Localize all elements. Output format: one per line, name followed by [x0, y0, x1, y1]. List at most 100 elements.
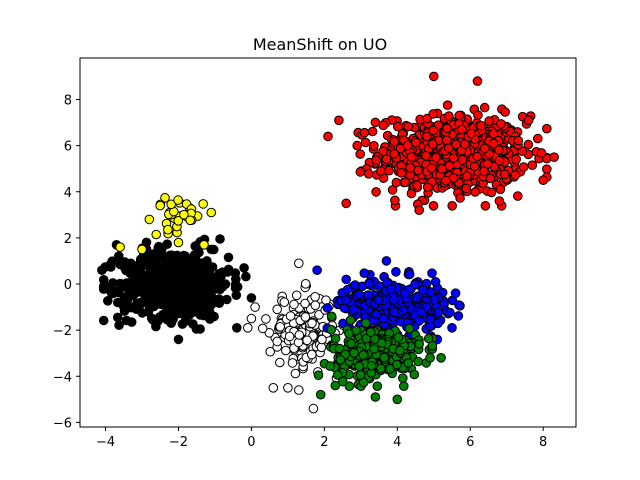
data-point: [294, 258, 304, 269]
data-point: [470, 187, 481, 197]
data-point: [466, 128, 477, 139]
data-point: [433, 307, 444, 317]
y-tick-label: 2: [64, 232, 72, 247]
data-point: [202, 256, 212, 266]
data-point: [460, 139, 470, 149]
data-point: [494, 155, 505, 166]
data-point: [372, 381, 383, 392]
data-point: [139, 287, 150, 297]
y-axis: −6 −4 −2 0 2 4 6 8: [53, 94, 80, 431]
data-point: [369, 141, 379, 151]
data-point: [450, 288, 461, 299]
data-point: [389, 294, 399, 305]
data-point: [180, 310, 190, 321]
data-point: [272, 304, 283, 315]
data-point: [510, 170, 521, 180]
data-point: [480, 143, 490, 154]
y-tick-label: 4: [64, 186, 72, 201]
data-point: [442, 123, 452, 134]
data-point: [378, 146, 388, 156]
data-point: [389, 307, 400, 317]
data-point: [272, 336, 283, 347]
data-point: [421, 151, 431, 161]
data-point: [381, 154, 392, 164]
data-point: [355, 167, 366, 177]
data-point: [250, 302, 260, 312]
data-point: [425, 314, 436, 325]
data-point: [433, 318, 443, 329]
data-point: [215, 234, 225, 244]
data-point: [189, 257, 200, 267]
data-point: [403, 358, 414, 368]
data-point: [511, 154, 522, 165]
data-point: [385, 364, 395, 374]
data-point: [300, 298, 310, 309]
data-point: [323, 131, 333, 142]
data-point: [241, 271, 251, 282]
data-point: [457, 124, 467, 135]
points-layer: [97, 71, 559, 414]
data-point: [313, 370, 324, 381]
data-point: [422, 182, 433, 192]
data-point: [142, 278, 152, 289]
data-point: [112, 312, 123, 323]
data-point: [209, 278, 219, 289]
data-point: [409, 369, 420, 380]
data-point: [429, 71, 439, 82]
data-point: [294, 330, 305, 340]
data-point: [500, 169, 510, 180]
data-point: [119, 300, 129, 310]
series-cluster-black: [97, 234, 257, 345]
data-point: [536, 148, 547, 158]
data-point: [381, 256, 392, 266]
data-point: [428, 201, 439, 211]
y-tick-label: 0: [64, 278, 72, 293]
series-cluster-green: [313, 311, 446, 405]
x-tick-label: 0: [247, 435, 255, 450]
y-tick-label: 6: [64, 140, 72, 155]
data-point: [127, 270, 137, 281]
data-point: [428, 109, 439, 119]
data-point: [398, 373, 408, 383]
data-point: [405, 163, 416, 173]
data-point: [160, 193, 170, 203]
data-point: [352, 140, 363, 151]
data-point: [290, 368, 301, 379]
data-point: [396, 168, 407, 178]
data-point: [472, 151, 483, 162]
data-point: [322, 303, 333, 313]
data-point: [132, 299, 142, 309]
data-point: [473, 110, 483, 120]
data-point: [410, 279, 420, 290]
data-point: [143, 258, 153, 269]
data-point: [185, 215, 195, 226]
data-point: [476, 120, 486, 131]
data-point: [126, 317, 137, 327]
data-point: [349, 304, 359, 315]
data-point: [429, 294, 440, 305]
data-point: [389, 136, 400, 147]
series-cluster-yellow: [115, 193, 217, 255]
data-point: [120, 257, 130, 267]
data-point: [186, 281, 197, 291]
data-point: [371, 155, 382, 165]
data-point: [447, 323, 457, 333]
data-point: [513, 191, 523, 201]
data-point: [479, 102, 490, 113]
data-point: [472, 76, 483, 86]
data-point: [257, 323, 268, 334]
data-point: [411, 137, 421, 148]
data-point: [485, 173, 496, 184]
data-point: [549, 152, 559, 162]
data-point: [431, 152, 441, 163]
data-point: [117, 279, 128, 290]
data-point: [98, 315, 109, 326]
data-point: [538, 175, 549, 185]
data-point: [209, 311, 219, 322]
data-point: [146, 269, 156, 279]
data-point: [275, 322, 286, 332]
data-point: [378, 313, 389, 324]
data-point: [366, 327, 376, 338]
data-point: [314, 310, 324, 320]
